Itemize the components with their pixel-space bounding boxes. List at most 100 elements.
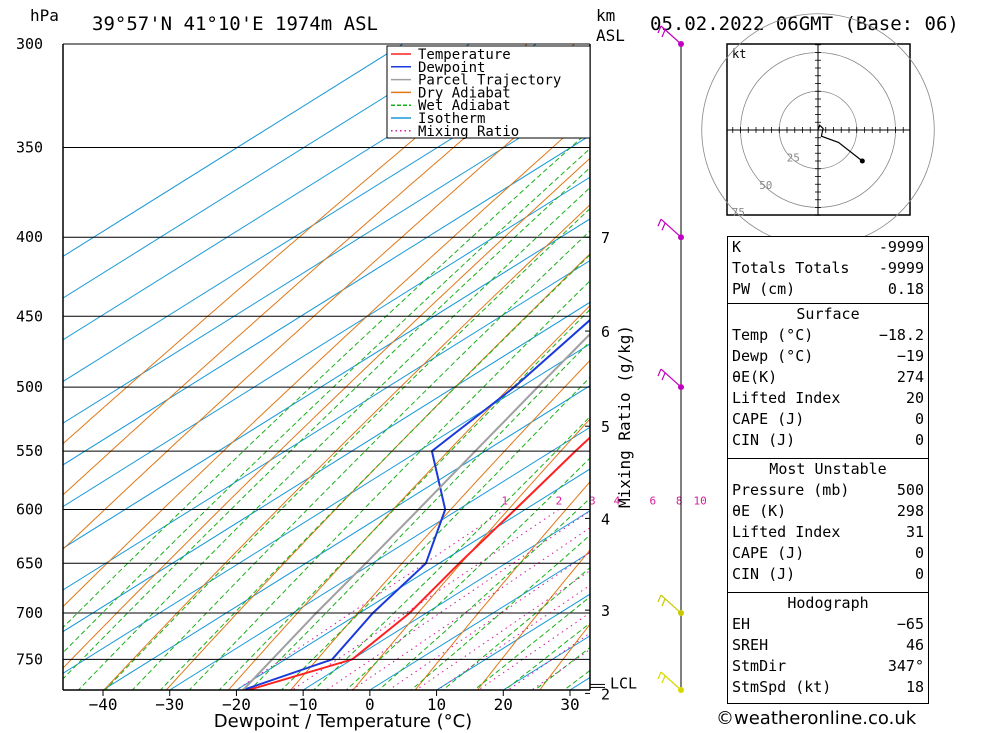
isotherm <box>102 385 590 690</box>
index-label: PW (cm) <box>732 280 796 298</box>
surface-row: θE(K) 274 <box>728 367 928 388</box>
surface-label: CIN (J) <box>732 431 796 449</box>
pressure-tick-label: 750 <box>16 650 43 668</box>
asl-label: ASL <box>596 26 625 45</box>
mixing-ratio-tick-label: 2 <box>556 495 563 508</box>
wind-barb <box>657 25 682 45</box>
dry-adiabat <box>63 44 575 496</box>
wet-adiabat <box>280 376 590 690</box>
surface-label: θE(K) <box>732 368 778 386</box>
surface-value: 0 <box>914 410 924 428</box>
x-tick-label: 20 <box>494 695 513 714</box>
surface-label: Dewp (°C) <box>732 347 814 365</box>
pressure-tick-label: 400 <box>16 228 43 246</box>
surface-value: 20 <box>905 389 924 407</box>
wet-adiabat <box>410 534 590 690</box>
most-unstable-panel: Most Unstable Pressure (mb) 500 θE (K) 298 L… <box>727 458 929 593</box>
pressure-tick-label: 350 <box>16 139 43 157</box>
surface-row: Lifted Index 20 <box>728 388 928 409</box>
isotherm <box>63 44 404 257</box>
index-value: -9999 <box>878 259 924 277</box>
wet-adiabat <box>159 254 590 690</box>
km-tick-label: 7 <box>601 229 610 247</box>
dry-adiabat <box>165 253 590 690</box>
isotherm <box>369 551 590 690</box>
pressure-tick-label: 300 <box>16 35 43 53</box>
dry-adiabat <box>63 157 590 669</box>
index-row: K -9999 <box>728 237 928 258</box>
pressure-tick-label: 700 <box>16 604 43 622</box>
mixing-ratio-line <box>236 509 506 690</box>
mixing-ratio-line <box>351 527 590 690</box>
index-label: K <box>732 238 742 256</box>
wet-adiabat <box>249 340 590 690</box>
mixing-ratio-line <box>388 551 590 690</box>
x-tick-label: 0 <box>365 695 375 714</box>
hodograph-param-label: StmDir <box>732 657 787 675</box>
wet-adiabat <box>63 129 590 629</box>
surface-value: −18.2 <box>878 326 924 344</box>
hodograph-param-row: EH −65 <box>728 614 928 635</box>
isotherm <box>63 343 590 674</box>
wet-adiabat <box>218 308 590 690</box>
copyright[interactable]: ©weatheronline.co.uk <box>716 708 917 729</box>
hodograph-param-value: 46 <box>905 636 924 654</box>
hodograph-param-value: 347° <box>887 657 924 675</box>
wet-adiabat <box>442 567 590 690</box>
pressure-tick-label: 550 <box>16 442 43 460</box>
dry-adiabat <box>352 418 590 690</box>
hodograph-param-label: EH <box>732 615 751 633</box>
legend-label: Parcel Trajectory <box>418 73 561 89</box>
legend-box <box>386 45 591 139</box>
km-tick-label: 4 <box>601 510 610 528</box>
most-unstable-row: CAPE (J) 0 <box>728 543 928 564</box>
surface-panel: Surface Temp (°C) −18.2 Dewp (°C) −19 θE(K) 2… <box>727 303 929 459</box>
mixing-ratio-line <box>478 612 590 690</box>
hodograph-param-row: StmSpd (kt) 18 <box>728 677 928 698</box>
most-unstable-row: Pressure (mb) 500 <box>728 480 928 501</box>
isotherm <box>169 426 590 690</box>
mixing-ratio-line <box>326 510 590 690</box>
pressure-tick-label: 450 <box>16 307 43 325</box>
wet-adiabat <box>131 230 590 690</box>
pressure-tick-label: 500 <box>16 378 43 396</box>
x-tick-label: −10 <box>289 695 318 714</box>
hodograph-table-title: Hodograph <box>787 594 869 612</box>
km-tick-label: 6 <box>601 323 610 341</box>
mixing-ratio-axis-label: Mixing Ratio (g/kg) <box>615 325 634 508</box>
most-unstable-label: CAPE (J) <box>732 544 805 562</box>
most-unstable-row: θE (K) 298 <box>728 501 928 522</box>
surface-value: 0 <box>914 431 924 449</box>
wet-adiabat <box>473 596 590 690</box>
hodograph-param-row: StmDir 347° <box>728 656 928 677</box>
legend-label: Dewpoint <box>418 60 485 76</box>
surface-label: CAPE (J) <box>732 410 805 428</box>
legend-label: Wet Adiabat <box>418 98 511 114</box>
isotherm <box>63 259 590 591</box>
hodograph-param-label: StmSpd (kt) <box>732 678 832 696</box>
dry-adiabat <box>476 549 590 690</box>
dry-adiabat <box>973 44 1000 694</box>
isotherm <box>63 301 590 633</box>
surface-value: −19 <box>896 347 924 365</box>
most-unstable-label: θE (K) <box>732 502 787 520</box>
mixing-ratio-tick-label: 3 <box>589 495 596 508</box>
legend-label: Mixing Ratio <box>418 124 519 140</box>
surface-row: CAPE (J) 0 <box>728 409 928 430</box>
dry-adiabat <box>414 481 590 690</box>
km-tick-label: 2 <box>601 685 610 703</box>
hodograph-ring-label: 25 <box>787 151 800 164</box>
isotherm <box>63 218 590 549</box>
wind-barb <box>657 671 682 691</box>
hodograph-param-value: −65 <box>896 615 924 633</box>
most-unstable-value: 0 <box>914 565 924 583</box>
wind-barb <box>657 594 682 614</box>
hodograph-trace <box>817 124 863 162</box>
hodograph-param-label: SREH <box>732 636 769 654</box>
x-tick-label: −30 <box>155 695 184 714</box>
isotherm <box>236 468 590 690</box>
wet-adiabat <box>188 280 590 690</box>
